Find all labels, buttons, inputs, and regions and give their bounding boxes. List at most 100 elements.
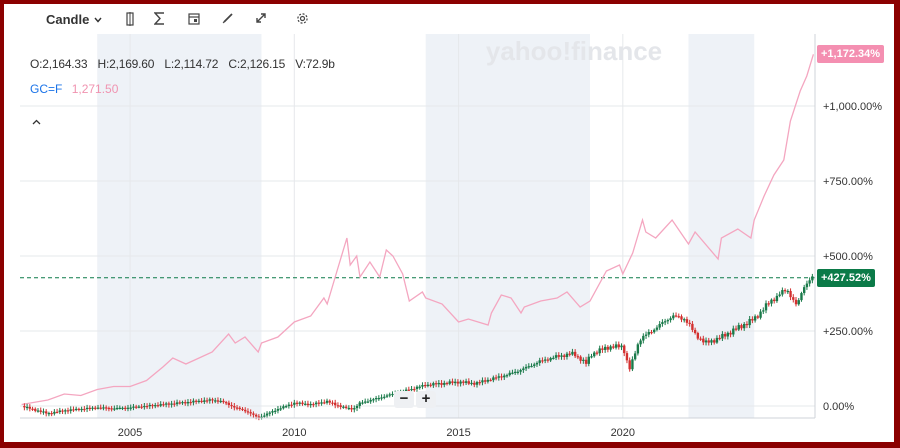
candle-down	[134, 406, 138, 408]
candle-up	[374, 398, 378, 400]
candle-up	[533, 364, 536, 366]
split-icon[interactable]	[124, 12, 136, 26]
candle-up	[268, 412, 271, 414]
expand-icon[interactable]	[255, 12, 267, 24]
candle-up	[522, 368, 525, 371]
zoom-out-button[interactable]: −	[394, 391, 414, 408]
candle-down	[462, 381, 465, 383]
comparison-symbol[interactable]: GC=F	[30, 82, 63, 96]
watermark: yahoo!finance	[486, 36, 662, 66]
candle-down	[31, 408, 34, 410]
candle-down	[623, 345, 626, 354]
candle-up	[786, 290, 790, 293]
candle-up	[74, 408, 78, 411]
y-tick-label: +1,000.00%	[823, 101, 882, 113]
candle-down	[124, 407, 127, 409]
candle-up	[426, 384, 430, 387]
candle-up	[208, 399, 211, 401]
candle-up	[639, 340, 642, 345]
candle-up	[603, 346, 607, 350]
candle-up	[663, 321, 667, 323]
gear-icon[interactable]	[296, 12, 309, 25]
candle-down	[617, 344, 620, 348]
candle-up	[683, 319, 686, 321]
candle-down	[772, 299, 776, 302]
candle-down	[478, 382, 481, 384]
candle-up	[598, 348, 601, 354]
chart-type-label: Candle	[46, 12, 90, 27]
candle-up	[443, 382, 446, 385]
candle-up	[535, 362, 539, 365]
candle-up	[380, 397, 383, 399]
candle-down	[601, 348, 604, 350]
candle-up	[271, 411, 274, 413]
candle-down	[339, 405, 342, 407]
chart-type-dropdown[interactable]: Candle	[46, 12, 102, 27]
calendar-icon[interactable]	[188, 12, 200, 25]
candle-down	[205, 400, 209, 402]
candle-up	[481, 380, 484, 383]
candle-down	[473, 382, 476, 385]
candle-up	[219, 400, 222, 403]
candle-up	[364, 401, 367, 403]
candle-up	[85, 407, 89, 410]
candle-up	[274, 410, 277, 412]
candle-up	[464, 381, 468, 383]
candle-up	[263, 415, 266, 417]
comparison-legend[interactable]: GC=F 1,271.50	[30, 82, 118, 96]
zoom-in-button[interactable]: +	[416, 391, 436, 408]
candle-down	[794, 299, 798, 305]
candle-up	[508, 372, 511, 376]
candle-up	[459, 381, 462, 384]
candle-up	[453, 381, 457, 384]
candle-up	[159, 404, 162, 406]
candle-down	[674, 315, 678, 317]
candle-up	[560, 355, 563, 357]
candle-up	[355, 405, 359, 409]
candle-up	[655, 327, 659, 330]
candle-up	[614, 344, 618, 348]
candle-up	[753, 316, 757, 321]
candle-up	[530, 365, 533, 368]
candle-up	[554, 355, 558, 358]
candle-down	[734, 328, 738, 330]
sigma-icon[interactable]	[154, 12, 165, 25]
candle-down	[241, 408, 244, 411]
candle-up	[366, 401, 370, 403]
candle-up	[781, 290, 784, 295]
candle-down	[94, 407, 97, 409]
candle-down	[756, 316, 760, 318]
candle-down	[173, 403, 176, 405]
candle-up	[492, 377, 495, 381]
candle-up	[126, 407, 130, 409]
comparison-series-line[interactable]	[21, 54, 815, 406]
high-value: H:2,169.60	[97, 57, 155, 71]
pencil-icon[interactable]	[222, 12, 234, 24]
chart-svg[interactable]: yahoo!finance 2005 2010 2015 2020 0.00% +250…	[4, 4, 894, 442]
collapse-legend-icon[interactable]	[32, 114, 41, 128]
candle-up	[137, 406, 141, 408]
candle-down	[61, 410, 64, 412]
open-value: O:2,164.33	[30, 57, 88, 71]
candle-down	[568, 353, 571, 355]
candle-up	[276, 408, 280, 411]
candle-up	[385, 395, 389, 397]
candle-down	[50, 413, 53, 415]
candle-down	[685, 319, 689, 323]
y-tick-label: 0.00%	[823, 401, 854, 413]
candle-up	[314, 402, 318, 405]
candle-down	[494, 377, 498, 379]
low-value: L:2,114.72	[164, 57, 219, 71]
candle-down	[328, 400, 331, 403]
y-tick-label: +500.00%	[823, 251, 873, 263]
candle-up	[298, 402, 301, 404]
candle-up	[524, 366, 528, 369]
x-tick-label: 2005	[118, 427, 142, 439]
y-tick-label: +750.00%	[823, 176, 873, 188]
candle-up	[587, 356, 590, 364]
candle-up	[170, 403, 173, 405]
candle-up	[726, 332, 730, 337]
candle-down	[429, 384, 432, 386]
candle-down	[145, 405, 149, 408]
candle-down	[235, 407, 239, 409]
